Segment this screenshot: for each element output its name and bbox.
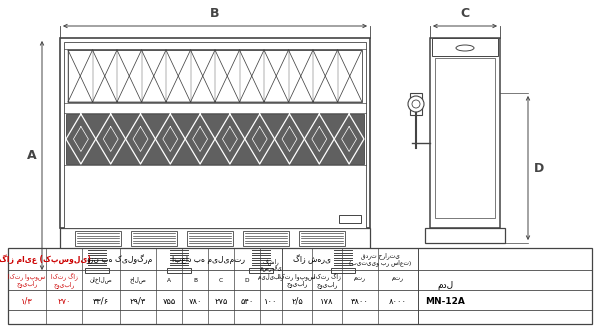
Bar [60,228,370,250]
Bar [430,38,500,228]
Ellipse shape [408,96,424,112]
Bar [243,231,289,246]
Bar [60,38,370,228]
Text: ۲۷۵: ۲۷۵ [214,296,227,306]
Text: ۱/۳: ۱/۳ [21,296,33,306]
Text: ۱۷۸: ۱۷۸ [320,296,334,306]
Text: متر: متر [354,277,366,283]
Bar [167,268,191,273]
Text: ۸۰۰۰: ۸۰۰۰ [389,296,407,306]
Text: B: B [210,7,220,20]
Text: A: A [167,277,171,283]
Bar [187,231,233,246]
Text: ۳۳/۶: ۳۳/۶ [93,296,109,306]
Bar [331,268,355,273]
Text: MN-12A: MN-12A [425,296,465,306]
Text: C: C [460,7,470,20]
Bar [249,268,273,273]
Text: اکثر گاز
جویبار: اکثر گاز جویبار [50,272,77,288]
Bar [85,268,109,273]
Bar [66,114,364,164]
Bar [432,38,498,56]
Bar [131,231,177,246]
Text: قدرت حرارتی
(بی‌تی‌یو بر ساعت): قدرت حرارتی (بی‌تی‌یو بر ساعت) [349,252,411,266]
Text: ۲۷۰: ۲۷۰ [57,296,71,306]
Ellipse shape [456,45,474,51]
Text: ۵۴۰: ۵۴۰ [241,296,254,306]
Text: اکثر گاز
جویبار: اکثر گاز جویبار [314,272,340,288]
Bar [425,228,505,243]
Text: ۷۵۵: ۷۵۵ [163,296,176,306]
Text: D: D [245,277,249,283]
Text: مدل: مدل [437,282,453,291]
Text: اکثر اوپوس
جویبار: اکثر اوپوس جویبار [8,273,46,287]
Text: ابعاد به میلیمتر: ابعاد به میلیمتر [172,255,245,264]
Bar [299,231,345,246]
Text: اکثر اوپوس
جویبار: اکثر اوپوس جویبار [278,273,316,287]
Text: گاز مایع (کپسولی): گاز مایع (کپسولی) [0,254,91,264]
Text: خالص: خالص [130,277,146,283]
Text: A: A [28,149,37,162]
Bar [8,248,592,324]
Ellipse shape [412,100,420,108]
Bar [75,231,121,246]
Text: ۱۰۰: ۱۰۰ [264,296,278,306]
Text: گاز شهری: گاز شهری [293,254,331,264]
Bar [435,58,495,218]
Text: D: D [534,162,544,174]
Bar [339,215,361,223]
Text: وزن به کیلوگرم: وزن به کیلوگرم [86,254,152,264]
Text: ۳۸۰۰: ۳۸۰۰ [351,296,369,306]
Text: ۲۹/۳: ۲۹/۳ [130,296,146,306]
Text: B: B [193,277,197,283]
Text: C: C [219,277,223,283]
Text: ۷۸۰: ۷۸۰ [188,296,202,306]
Text: ۲/۵: ۲/۵ [291,296,303,306]
Text: متر: متر [392,277,404,283]
Bar [68,50,362,102]
Text: فشار
مصرفی
میلی‌بار: فشار مصرفی میلی‌بار [259,258,284,280]
Bar [410,93,422,115]
Text: ناخالص: ناخالص [89,277,112,283]
Bar [64,42,366,228]
